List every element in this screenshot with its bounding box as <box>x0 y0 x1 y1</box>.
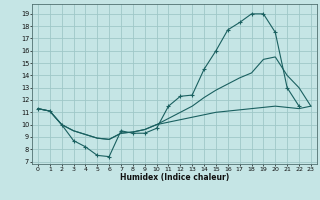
X-axis label: Humidex (Indice chaleur): Humidex (Indice chaleur) <box>120 173 229 182</box>
